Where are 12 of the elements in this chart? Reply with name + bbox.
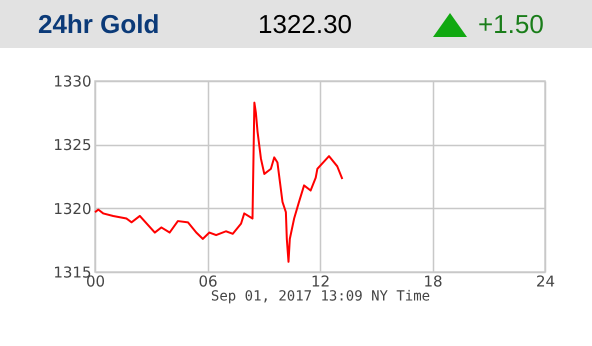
x-tick-label: 06 — [198, 272, 218, 290]
y-tick-label: 1320 — [53, 200, 92, 218]
x-axis-title: Sep 01, 2017 13:09 NY Time — [210, 288, 430, 304]
text: 1322.30 — [258, 8, 352, 40]
y-tick-label: 1325 — [53, 136, 92, 154]
x-tick-label: 24 — [536, 272, 556, 290]
y-tick-label: 1330 — [53, 72, 92, 90]
x-tick-label: 12 — [310, 272, 330, 290]
text: +1.50 — [478, 8, 544, 40]
chart-title: 24hr Gold — [38, 8, 160, 40]
x-tick-label: 18 — [423, 272, 443, 290]
line-series — [94, 102, 344, 263]
